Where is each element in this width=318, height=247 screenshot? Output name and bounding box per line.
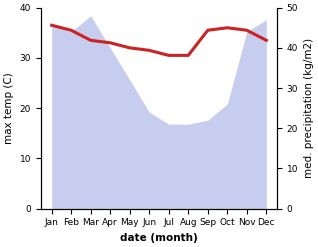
Y-axis label: max temp (C): max temp (C)	[4, 72, 14, 144]
X-axis label: date (month): date (month)	[120, 233, 198, 243]
Y-axis label: med. precipitation (kg/m2): med. precipitation (kg/m2)	[304, 38, 314, 178]
